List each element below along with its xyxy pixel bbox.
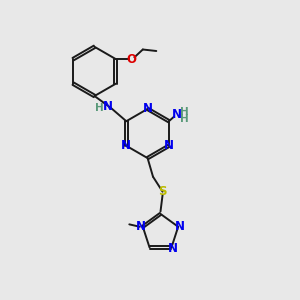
Text: H: H [180,114,189,124]
Text: N: N [121,139,131,152]
Text: N: N [164,139,174,152]
Text: N: N [168,242,178,255]
Text: S: S [158,185,167,198]
Text: N: N [102,100,112,113]
Text: H: H [95,103,104,113]
Text: N: N [136,220,146,233]
Text: H: H [180,106,189,117]
Text: N: N [142,102,153,116]
Text: O: O [126,52,136,66]
Text: N: N [175,220,185,233]
Text: N: N [171,108,182,121]
